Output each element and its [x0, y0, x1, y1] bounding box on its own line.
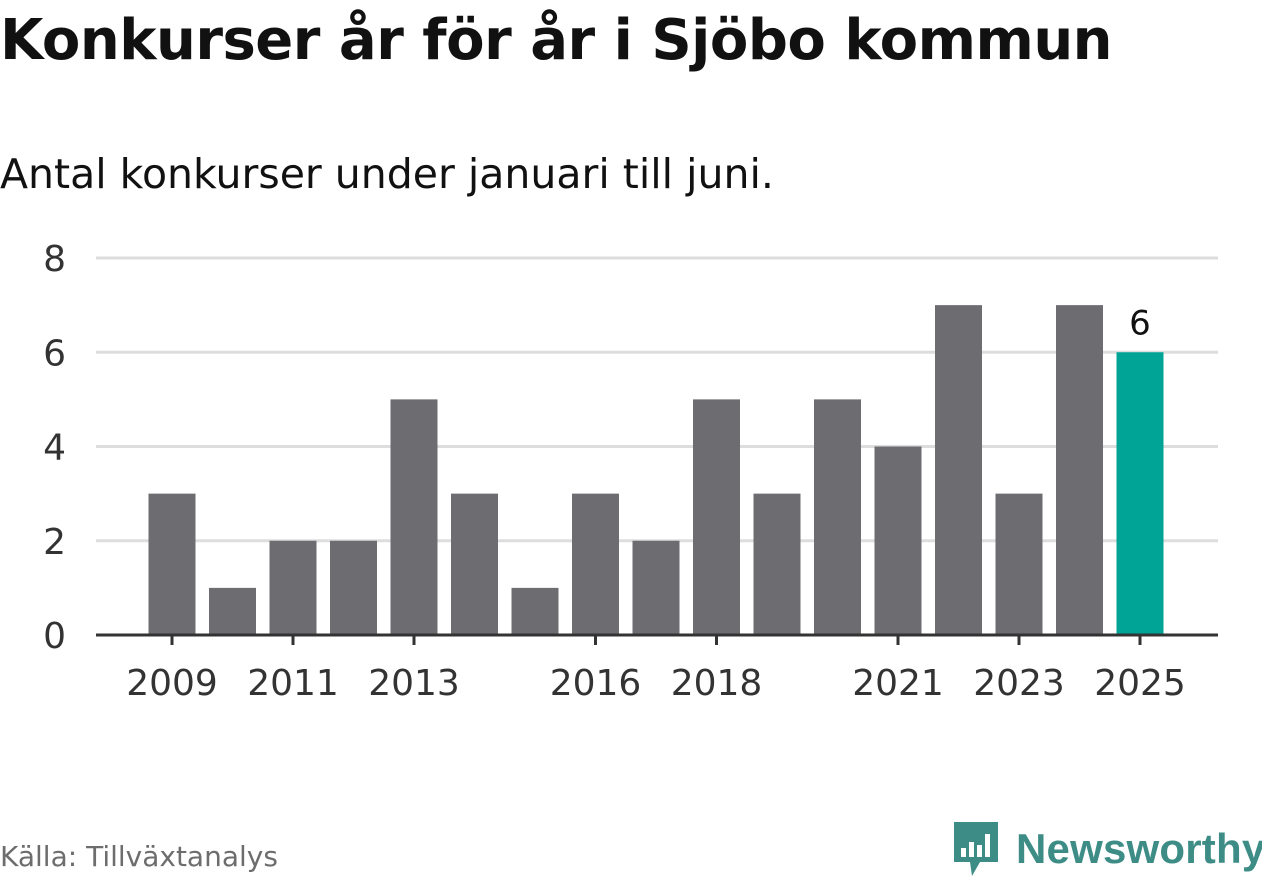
y-tick-label: 4 — [43, 428, 66, 469]
bar-2012 — [330, 540, 377, 635]
bar-2020 — [814, 399, 861, 635]
y-tick-label: 8 — [43, 239, 66, 280]
bar-2021 — [874, 446, 922, 635]
chart-title: Konkurser år för år i Sjöbo kommun — [0, 8, 1113, 73]
bar-2015 — [511, 587, 559, 635]
grid-lines — [96, 256, 1218, 543]
axes: 0 2 4 6 8 2009 2011 2013 2016 2018 2021 2023 2025 — [43, 239, 1218, 704]
chart-subtitle: Antal konkurser under januari till juni. — [0, 150, 774, 198]
bar-2022 — [935, 305, 982, 635]
x-tick-label: 2013 — [368, 663, 460, 704]
bar-2024 — [1056, 305, 1103, 635]
y-tick-label: 0 — [43, 616, 66, 657]
y-tick-label: 2 — [43, 522, 66, 563]
x-tick-label: 2023 — [973, 663, 1065, 704]
bar-2010 — [209, 587, 256, 635]
bar-2018 — [693, 399, 740, 635]
bar-2013 — [390, 399, 438, 635]
bar-2009 — [148, 493, 196, 635]
bar-2014 — [451, 493, 498, 635]
x-tick-label: 2021 — [852, 663, 944, 704]
bar-2025 — [1116, 352, 1164, 635]
bar-2017 — [632, 540, 680, 635]
bar-2011 — [269, 540, 317, 635]
brand-name: Newsworthy — [1016, 825, 1262, 872]
y-tick-label: 6 — [43, 333, 66, 374]
bar-2019 — [753, 493, 801, 635]
newsworthy-chart-bubble-icon — [954, 822, 998, 876]
x-tick-label: 2011 — [247, 663, 339, 704]
bar-value-label: 6 — [1129, 303, 1151, 343]
x-tick-label: 2009 — [126, 663, 218, 704]
bars: 6 — [148, 303, 1164, 635]
x-tick-label: 2018 — [671, 663, 763, 704]
bar-2023 — [995, 493, 1043, 635]
x-tick-label: 2016 — [550, 663, 642, 704]
source-note: Källa: Tillväxtanalys — [0, 840, 278, 873]
x-tick-label: 2025 — [1094, 663, 1186, 704]
bar-2016 — [572, 493, 619, 635]
newsworthy-logo: Newsworthy — [950, 818, 1262, 880]
